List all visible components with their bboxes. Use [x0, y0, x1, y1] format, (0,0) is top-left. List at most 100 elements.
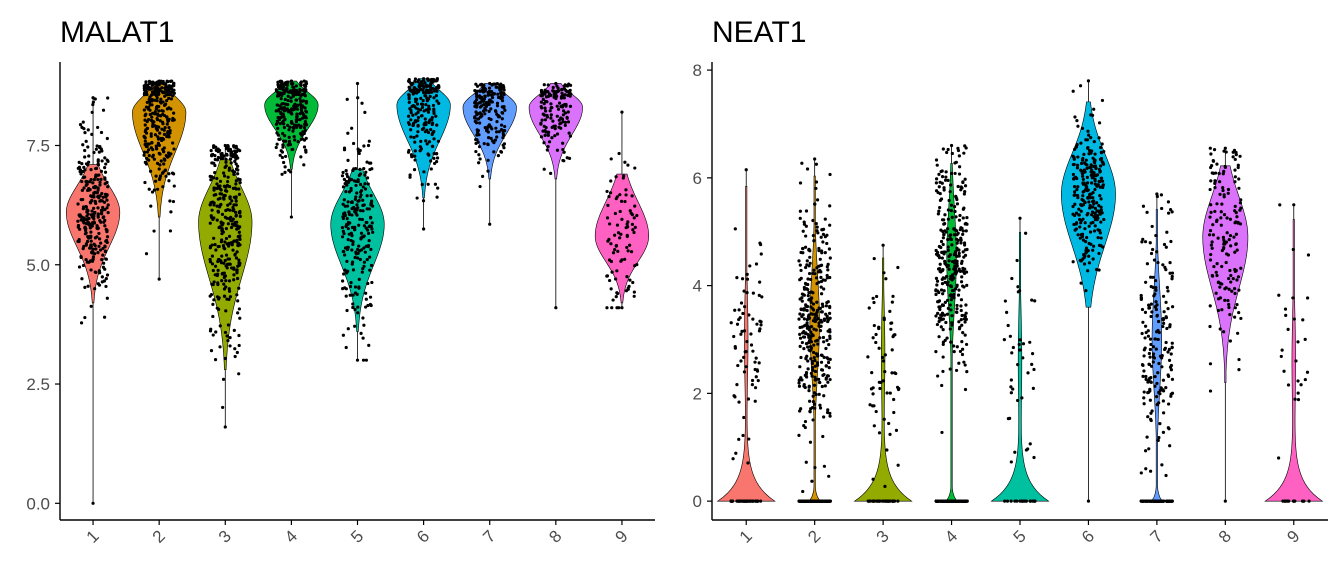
neat1-data-point: [810, 296, 814, 300]
neat1-data-point: [872, 424, 876, 428]
malat1-data-point: [149, 146, 153, 150]
malat1-data-point: [226, 179, 230, 184]
neat1-data-point: [1232, 287, 1237, 291]
neat1-data-point: [758, 280, 762, 284]
neat1-data-point: [1071, 89, 1075, 93]
neat1-data-point: [1208, 187, 1212, 192]
malat1-data-point: [437, 85, 441, 90]
neat1-violin-group-1: [716, 168, 776, 503]
malat1-data-point: [171, 141, 175, 145]
malat1-data-point: [473, 115, 477, 119]
malat1-data-point: [300, 109, 304, 114]
neat1-data-point: [1154, 347, 1158, 351]
malat1-data-point: [103, 224, 107, 228]
malat1-data-point: [105, 273, 110, 277]
malat1-data-point: [94, 147, 98, 151]
neat1-data-point: [825, 273, 829, 278]
malat1-data-point: [474, 110, 478, 114]
neat1-data-point: [753, 386, 758, 390]
malat1-data-point: [278, 153, 282, 157]
neat1-data-point: [1018, 348, 1022, 352]
neat1-data-point: [1164, 316, 1169, 320]
malat1-data-point: [407, 93, 411, 97]
neat1-data-point: [896, 499, 900, 503]
neat1-data-point: [881, 243, 885, 247]
malat1-data-point: [220, 271, 225, 276]
malat1-data-point: [209, 349, 214, 353]
neat1-data-point: [1088, 193, 1092, 197]
malat1-data-point: [223, 356, 227, 361]
malat1-data-point: [561, 93, 565, 98]
malat1-data-point: [283, 97, 287, 102]
malat1-data-point: [418, 108, 423, 112]
neat1-data-point: [1217, 171, 1221, 176]
neat1-data-point: [1222, 238, 1226, 242]
malat1-data-point: [232, 172, 236, 176]
malat1-data-point: [229, 151, 233, 155]
neat1-data-point: [941, 328, 945, 332]
malat1-data-point: [86, 145, 90, 149]
malat1-data-point: [279, 111, 283, 115]
malat1-data-point: [477, 101, 481, 105]
neat1-data-point: [944, 170, 948, 174]
neat1-data-point: [1170, 274, 1174, 279]
neat1-data-point: [809, 371, 813, 375]
neat1-data-point: [809, 407, 813, 411]
neat1-data-point: [828, 311, 832, 315]
neat1-data-point: [1090, 176, 1094, 180]
neat1-data-point: [756, 378, 760, 383]
malat1-data-point: [232, 273, 236, 277]
neat1-data-point: [952, 499, 956, 503]
malat1-data-point: [91, 181, 95, 185]
neat1-data-point: [961, 250, 965, 254]
malat1-data-point: [421, 199, 426, 203]
malat1-x-tick-label: 7: [479, 527, 499, 547]
neat1-data-point: [1011, 345, 1015, 350]
malat1-data-point: [236, 164, 240, 168]
malat1-data-point: [222, 174, 227, 178]
malat1-data-point: [626, 249, 630, 253]
malat1-data-point: [227, 234, 232, 238]
malat1-data-point: [432, 156, 436, 160]
neat1-data-point: [958, 213, 962, 218]
neat1-x-tick-label: 3: [873, 527, 893, 547]
malat1-data-point: [81, 169, 85, 174]
malat1-data-point: [78, 169, 82, 174]
malat1-data-point: [215, 204, 219, 208]
neat1-data-point: [1215, 262, 1219, 266]
malat1-data-point: [147, 79, 151, 83]
malat1-data-point: [368, 302, 373, 307]
malat1-data-point: [76, 202, 80, 206]
neat1-data-point: [943, 213, 947, 217]
neat1-data-point: [1301, 499, 1305, 503]
malat1-data-point: [294, 98, 298, 102]
neat1-violin-group-3: [853, 243, 913, 503]
malat1-data-point: [232, 278, 236, 282]
malat1-data-point: [165, 85, 169, 89]
neat1-data-point: [943, 300, 947, 304]
neat1-data-point: [798, 365, 802, 369]
malat1-data-point: [431, 80, 435, 84]
neat1-data-point: [1164, 300, 1168, 304]
malat1-data-point: [346, 227, 350, 231]
malat1-data-point: [567, 131, 571, 135]
malat1-data-point: [364, 305, 368, 309]
neat1-data-point: [889, 327, 893, 331]
neat1-data-point: [1091, 156, 1095, 160]
malat1-data-point: [350, 213, 354, 217]
malat1-data-point: [609, 287, 613, 291]
neat1-data-point: [820, 320, 824, 324]
malat1-data-point: [364, 170, 368, 174]
malat1-data-point: [142, 86, 146, 90]
neat1-data-point: [828, 328, 832, 332]
malat1-data-point: [407, 85, 412, 90]
malat1-data-point: [347, 190, 352, 194]
malat1-data-point: [478, 115, 482, 119]
neat1-data-point: [819, 235, 823, 239]
malat1-data-point: [105, 136, 109, 141]
malat1-data-point: [367, 161, 372, 165]
malat1-data-point: [437, 101, 441, 105]
neat1-data-point: [1081, 174, 1085, 178]
neat1-data-point: [1081, 203, 1085, 207]
neat1-data-point: [1084, 158, 1088, 162]
